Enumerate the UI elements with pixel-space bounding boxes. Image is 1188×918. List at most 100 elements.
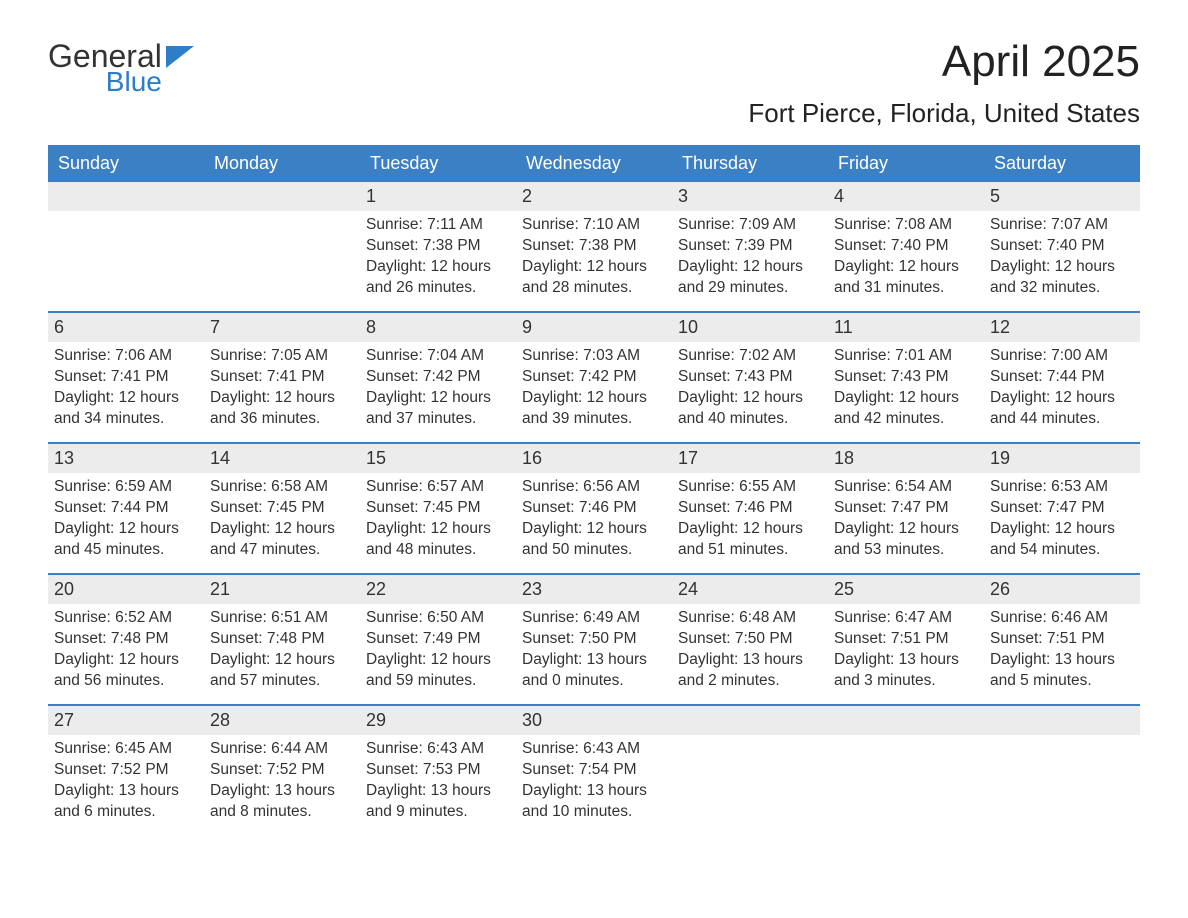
day-sunset: Sunset: 7:53 PM bbox=[364, 760, 512, 781]
weekday-header: Friday bbox=[828, 147, 984, 182]
day-daylight2: and 3 minutes. bbox=[832, 671, 980, 692]
day-daylight2: and 0 minutes. bbox=[520, 671, 668, 692]
day-daylight2: and 42 minutes. bbox=[832, 409, 980, 430]
day-daylight2: and 54 minutes. bbox=[988, 540, 1136, 561]
day-daylight2: and 32 minutes. bbox=[988, 278, 1136, 299]
day-daylight1: Daylight: 12 hours bbox=[520, 257, 668, 278]
day-sunset: Sunset: 7:51 PM bbox=[988, 629, 1136, 650]
title-block: April 2025 Fort Pierce, Florida, United … bbox=[748, 40, 1140, 129]
calendar-week: 1Sunrise: 7:11 AMSunset: 7:38 PMDaylight… bbox=[48, 182, 1140, 311]
day-sunset: Sunset: 7:51 PM bbox=[832, 629, 980, 650]
day-daylight1: Daylight: 12 hours bbox=[364, 519, 512, 540]
day-sunset: Sunset: 7:52 PM bbox=[208, 760, 356, 781]
day-daylight1: Daylight: 12 hours bbox=[208, 519, 356, 540]
day-daylight2: and 2 minutes. bbox=[676, 671, 824, 692]
day-sunrise: Sunrise: 7:10 AM bbox=[520, 215, 668, 236]
day-daylight1: Daylight: 12 hours bbox=[364, 650, 512, 671]
location-label: Fort Pierce, Florida, United States bbox=[748, 98, 1140, 129]
day-sunrise: Sunrise: 6:43 AM bbox=[364, 739, 512, 760]
day-daylight2: and 34 minutes. bbox=[52, 409, 200, 430]
day-sunset: Sunset: 7:41 PM bbox=[52, 367, 200, 388]
day-daylight2: and 47 minutes. bbox=[208, 540, 356, 561]
day-number: 21 bbox=[204, 575, 360, 604]
calendar-day: 7Sunrise: 7:05 AMSunset: 7:41 PMDaylight… bbox=[204, 313, 360, 442]
day-sunrise: Sunrise: 7:04 AM bbox=[364, 346, 512, 367]
day-number: 25 bbox=[828, 575, 984, 604]
calendar-day: 30Sunrise: 6:43 AMSunset: 7:54 PMDayligh… bbox=[516, 706, 672, 835]
day-sunset: Sunset: 7:42 PM bbox=[520, 367, 668, 388]
day-number: 17 bbox=[672, 444, 828, 473]
day-number: 16 bbox=[516, 444, 672, 473]
calendar-day: 29Sunrise: 6:43 AMSunset: 7:53 PMDayligh… bbox=[360, 706, 516, 835]
day-sunset: Sunset: 7:41 PM bbox=[208, 367, 356, 388]
brand-text: General Blue bbox=[48, 40, 162, 96]
weekday-header: Thursday bbox=[672, 147, 828, 182]
day-daylight1: Daylight: 12 hours bbox=[988, 388, 1136, 409]
day-daylight1: Daylight: 12 hours bbox=[988, 257, 1136, 278]
calendar-day: 21Sunrise: 6:51 AMSunset: 7:48 PMDayligh… bbox=[204, 575, 360, 704]
day-sunset: Sunset: 7:54 PM bbox=[520, 760, 668, 781]
day-daylight1: Daylight: 12 hours bbox=[832, 519, 980, 540]
calendar-day bbox=[672, 706, 828, 835]
calendar-day: 5Sunrise: 7:07 AMSunset: 7:40 PMDaylight… bbox=[984, 182, 1140, 311]
calendar-day: 12Sunrise: 7:00 AMSunset: 7:44 PMDayligh… bbox=[984, 313, 1140, 442]
day-sunrise: Sunrise: 7:09 AM bbox=[676, 215, 824, 236]
day-daylight2: and 9 minutes. bbox=[364, 802, 512, 823]
day-number: 8 bbox=[360, 313, 516, 342]
calendar-day: 11Sunrise: 7:01 AMSunset: 7:43 PMDayligh… bbox=[828, 313, 984, 442]
day-number bbox=[984, 706, 1140, 735]
day-number: 18 bbox=[828, 444, 984, 473]
day-daylight1: Daylight: 12 hours bbox=[364, 257, 512, 278]
day-sunset: Sunset: 7:52 PM bbox=[52, 760, 200, 781]
day-daylight1: Daylight: 13 hours bbox=[520, 781, 668, 802]
day-sunset: Sunset: 7:47 PM bbox=[832, 498, 980, 519]
day-sunset: Sunset: 7:44 PM bbox=[52, 498, 200, 519]
calendar-day: 8Sunrise: 7:04 AMSunset: 7:42 PMDaylight… bbox=[360, 313, 516, 442]
weekday-header: Wednesday bbox=[516, 147, 672, 182]
day-sunrise: Sunrise: 7:00 AM bbox=[988, 346, 1136, 367]
calendar-day: 22Sunrise: 6:50 AMSunset: 7:49 PMDayligh… bbox=[360, 575, 516, 704]
weekday-header: Monday bbox=[204, 147, 360, 182]
day-daylight1: Daylight: 12 hours bbox=[364, 388, 512, 409]
day-sunrise: Sunrise: 6:57 AM bbox=[364, 477, 512, 498]
calendar-day: 3Sunrise: 7:09 AMSunset: 7:39 PMDaylight… bbox=[672, 182, 828, 311]
calendar-week: 20Sunrise: 6:52 AMSunset: 7:48 PMDayligh… bbox=[48, 573, 1140, 704]
calendar-week: 6Sunrise: 7:06 AMSunset: 7:41 PMDaylight… bbox=[48, 311, 1140, 442]
day-sunrise: Sunrise: 7:07 AM bbox=[988, 215, 1136, 236]
day-number: 20 bbox=[48, 575, 204, 604]
day-daylight1: Daylight: 12 hours bbox=[520, 388, 668, 409]
day-sunset: Sunset: 7:44 PM bbox=[988, 367, 1136, 388]
day-sunset: Sunset: 7:40 PM bbox=[832, 236, 980, 257]
day-daylight1: Daylight: 12 hours bbox=[676, 257, 824, 278]
day-daylight2: and 51 minutes. bbox=[676, 540, 824, 561]
day-daylight2: and 28 minutes. bbox=[520, 278, 668, 299]
day-number: 22 bbox=[360, 575, 516, 604]
day-daylight1: Daylight: 13 hours bbox=[208, 781, 356, 802]
calendar: SundayMondayTuesdayWednesdayThursdayFrid… bbox=[48, 145, 1140, 835]
day-daylight2: and 57 minutes. bbox=[208, 671, 356, 692]
header: General Blue April 2025 Fort Pierce, Flo… bbox=[48, 40, 1140, 129]
day-sunrise: Sunrise: 6:51 AM bbox=[208, 608, 356, 629]
day-sunrise: Sunrise: 6:55 AM bbox=[676, 477, 824, 498]
day-daylight1: Daylight: 12 hours bbox=[520, 519, 668, 540]
day-number: 30 bbox=[516, 706, 672, 735]
day-daylight1: Daylight: 13 hours bbox=[520, 650, 668, 671]
day-daylight2: and 40 minutes. bbox=[676, 409, 824, 430]
calendar-day: 23Sunrise: 6:49 AMSunset: 7:50 PMDayligh… bbox=[516, 575, 672, 704]
calendar-day: 2Sunrise: 7:10 AMSunset: 7:38 PMDaylight… bbox=[516, 182, 672, 311]
weekday-header-row: SundayMondayTuesdayWednesdayThursdayFrid… bbox=[48, 147, 1140, 182]
day-daylight2: and 26 minutes. bbox=[364, 278, 512, 299]
day-daylight1: Daylight: 13 hours bbox=[364, 781, 512, 802]
day-daylight2: and 53 minutes. bbox=[832, 540, 980, 561]
day-number: 27 bbox=[48, 706, 204, 735]
calendar-day: 17Sunrise: 6:55 AMSunset: 7:46 PMDayligh… bbox=[672, 444, 828, 573]
day-sunrise: Sunrise: 7:08 AM bbox=[832, 215, 980, 236]
day-sunset: Sunset: 7:47 PM bbox=[988, 498, 1136, 519]
day-number bbox=[204, 182, 360, 211]
day-daylight1: Daylight: 12 hours bbox=[676, 388, 824, 409]
day-number: 28 bbox=[204, 706, 360, 735]
day-sunrise: Sunrise: 6:44 AM bbox=[208, 739, 356, 760]
day-number: 15 bbox=[360, 444, 516, 473]
day-sunset: Sunset: 7:40 PM bbox=[988, 236, 1136, 257]
day-number: 11 bbox=[828, 313, 984, 342]
